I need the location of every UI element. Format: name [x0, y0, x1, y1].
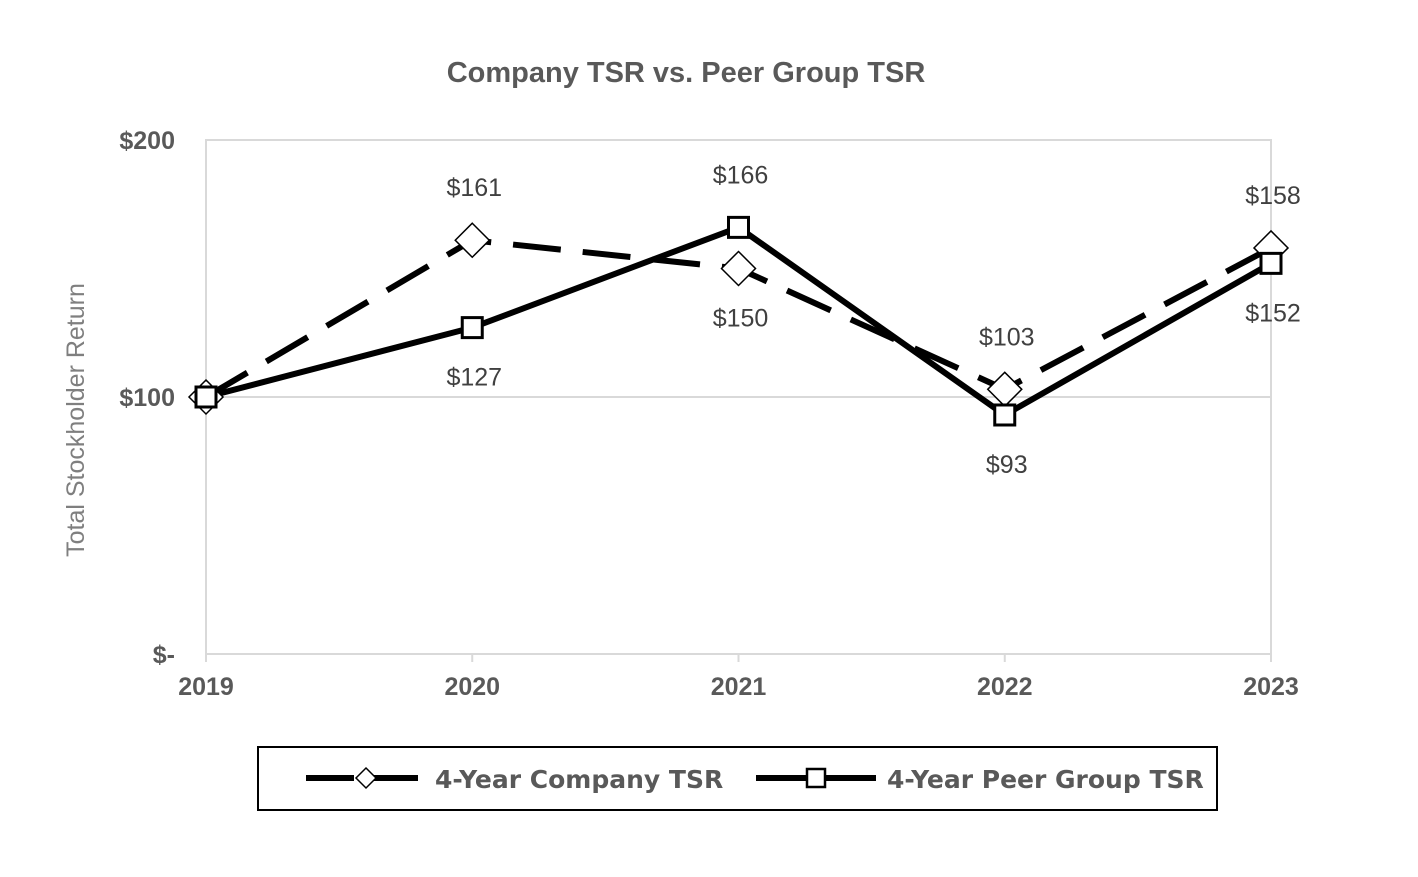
data-label: $103 [979, 323, 1035, 351]
data-labels: $161 $150 $103 $158 $127 $166 $93 $152 [446, 161, 1300, 479]
data-label: $152 [1245, 299, 1301, 327]
data-label: $158 [1245, 182, 1301, 210]
data-label: $150 [713, 305, 769, 333]
chart-title: Company TSR vs. Peer Group TSR [447, 57, 926, 89]
x-tick-label: 2023 [1243, 673, 1299, 701]
legend-peer-square-icon [805, 767, 827, 789]
y-axis-label: Total Stockholder Return [62, 283, 90, 557]
data-label: $166 [713, 161, 769, 189]
legend-company-diamond-icon [354, 766, 378, 790]
legend-item-peer: 4-Year Peer Group TSR [756, 765, 1204, 794]
peer-square-marker [1259, 251, 1283, 275]
x-tick-label: 2019 [178, 673, 234, 701]
x-axis-ticks: 2019 2020 2021 2022 2023 [178, 654, 1299, 701]
series-layer [187, 215, 1290, 427]
legend-item-company: 4-Year Company TSR [306, 765, 723, 794]
data-label: $161 [446, 174, 502, 202]
peer-square-marker [727, 215, 750, 239]
y-tick-label: $200 [119, 127, 175, 155]
peer-square-marker [993, 403, 1017, 427]
x-tick-label: 2021 [711, 673, 767, 701]
company-diamond-marker [454, 222, 491, 259]
data-label: $93 [986, 451, 1028, 479]
legend-company-label: 4-Year Company TSR [435, 765, 723, 794]
peer-square-marker [460, 316, 484, 340]
peer-square-marker [194, 385, 218, 409]
legend-peer-label: 4-Year Peer Group TSR [887, 765, 1204, 794]
x-tick-label: 2020 [444, 673, 500, 701]
x-tick-label: 2022 [977, 673, 1033, 701]
y-tick-label: $100 [119, 384, 175, 412]
y-axis-ticks: $- $100 $200 [119, 127, 175, 669]
data-label: $127 [446, 364, 502, 392]
y-tick-label: $- [153, 641, 175, 669]
company-diamond-marker [720, 250, 757, 287]
legend: 4-Year Company TSR 4-Year Peer Group TSR [257, 746, 1218, 811]
company-diamond-marker [986, 371, 1023, 408]
